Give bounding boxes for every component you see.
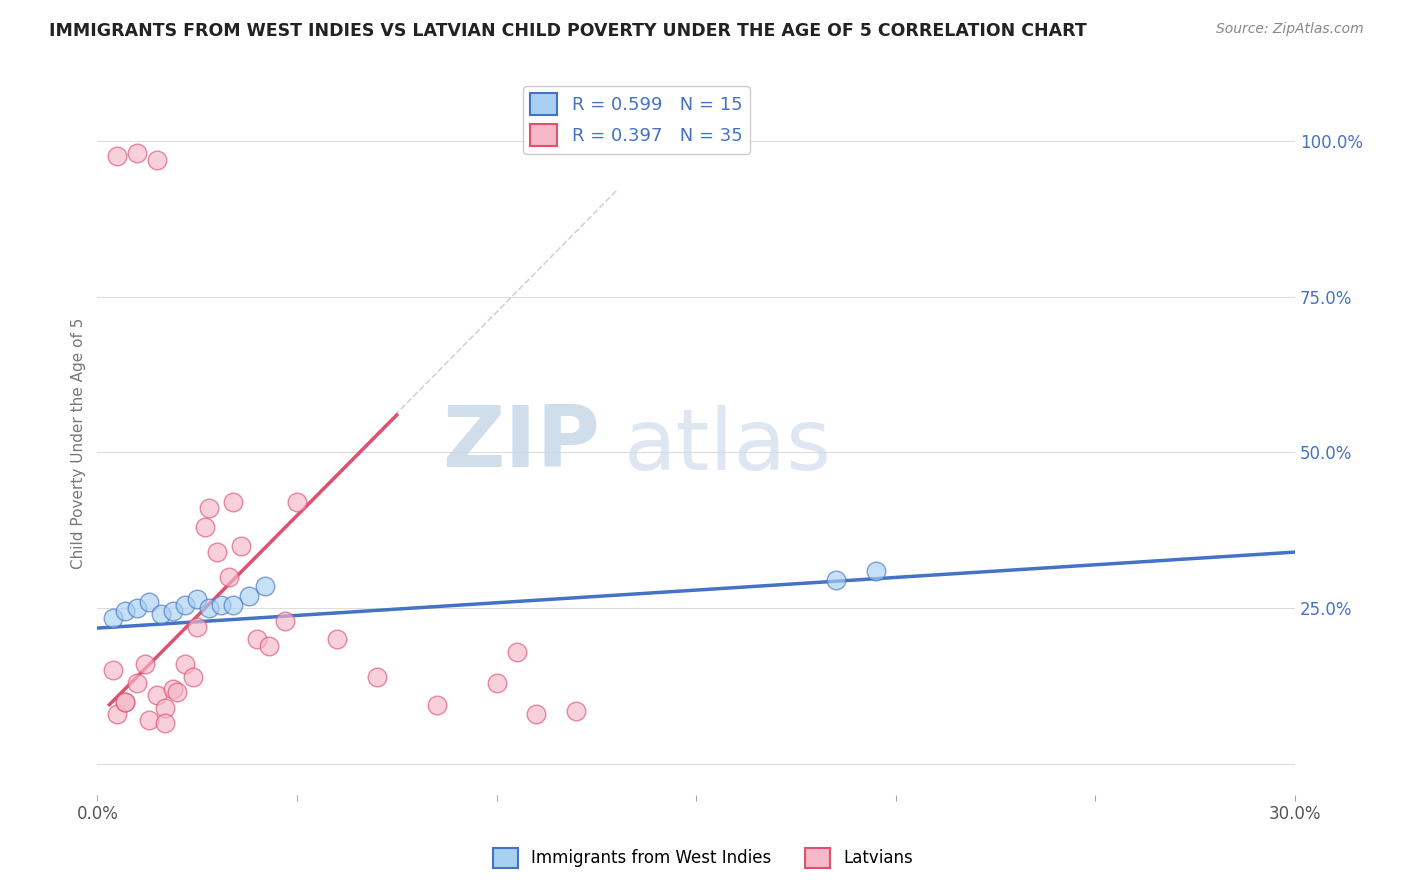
Point xyxy=(186,591,208,606)
Point xyxy=(274,614,297,628)
Point xyxy=(114,695,136,709)
Point xyxy=(246,632,269,647)
Point xyxy=(205,545,228,559)
Point xyxy=(285,495,308,509)
Point xyxy=(198,501,221,516)
Point xyxy=(825,573,848,587)
Y-axis label: Child Poverty Under the Age of 5: Child Poverty Under the Age of 5 xyxy=(72,318,86,569)
Point xyxy=(127,601,149,615)
Legend: Immigrants from West Indies, Latvians: Immigrants from West Indies, Latvians xyxy=(486,841,920,875)
Point xyxy=(134,657,156,672)
Point xyxy=(103,610,125,624)
Legend: R = 0.599   N = 15, R = 0.397   N = 35: R = 0.599 N = 15, R = 0.397 N = 35 xyxy=(523,86,749,153)
Point xyxy=(105,707,128,722)
Point xyxy=(146,689,169,703)
Point xyxy=(114,695,136,709)
Point xyxy=(138,595,160,609)
Text: IMMIGRANTS FROM WEST INDIES VS LATVIAN CHILD POVERTY UNDER THE AGE OF 5 CORRELAT: IMMIGRANTS FROM WEST INDIES VS LATVIAN C… xyxy=(49,22,1087,40)
Point xyxy=(238,589,260,603)
Point xyxy=(218,570,240,584)
Point xyxy=(485,676,508,690)
Point xyxy=(127,146,149,161)
Point xyxy=(326,632,349,647)
Point xyxy=(155,716,177,731)
Point xyxy=(253,579,276,593)
Point xyxy=(181,670,204,684)
Point xyxy=(229,539,252,553)
Text: ZIP: ZIP xyxy=(443,401,600,484)
Point xyxy=(186,620,208,634)
Point xyxy=(114,604,136,618)
Text: Source: ZipAtlas.com: Source: ZipAtlas.com xyxy=(1216,22,1364,37)
Point xyxy=(155,701,177,715)
Point xyxy=(865,564,887,578)
Point xyxy=(222,598,245,612)
Point xyxy=(526,707,548,722)
Point xyxy=(366,670,388,684)
Point xyxy=(105,149,128,163)
Point xyxy=(194,520,217,534)
Point xyxy=(127,676,149,690)
Point xyxy=(138,714,160,728)
Point xyxy=(146,153,169,167)
Point xyxy=(103,664,125,678)
Point xyxy=(426,698,449,712)
Point xyxy=(150,607,173,622)
Point xyxy=(222,495,245,509)
Point xyxy=(505,645,527,659)
Point xyxy=(198,601,221,615)
Point xyxy=(162,604,184,618)
Point xyxy=(174,598,197,612)
Point xyxy=(565,704,588,718)
Point xyxy=(174,657,197,672)
Point xyxy=(257,639,280,653)
Text: atlas: atlas xyxy=(624,405,832,488)
Point xyxy=(209,598,232,612)
Point xyxy=(162,682,184,697)
Point xyxy=(166,685,188,699)
